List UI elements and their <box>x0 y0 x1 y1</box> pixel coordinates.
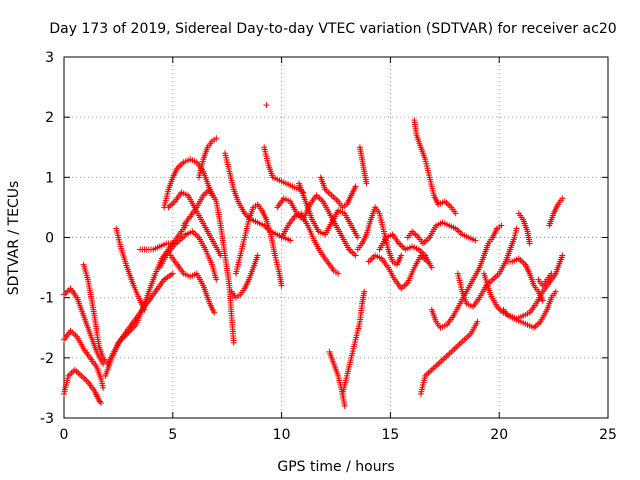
y-tick-label: 0 <box>45 231 54 247</box>
series-track-31 <box>417 318 481 397</box>
data-point <box>452 210 459 217</box>
data-point <box>472 237 479 244</box>
series-track-06 <box>113 225 148 313</box>
y-tick-label: 2 <box>45 110 54 126</box>
series-track-15 <box>232 201 285 289</box>
series-track-28 <box>376 231 435 271</box>
series-track-19 <box>274 192 359 259</box>
series-track-36 <box>502 255 546 304</box>
data-point <box>498 222 505 229</box>
data-point <box>211 309 218 316</box>
data-point <box>352 252 359 259</box>
data-point <box>559 195 566 202</box>
axis-ticks <box>63 56 609 419</box>
x-tick-label: 0 <box>60 427 69 443</box>
data-point <box>213 276 220 283</box>
data-point <box>287 237 294 244</box>
y-tick-label: -3 <box>40 411 54 427</box>
data-point <box>548 270 555 277</box>
data-point <box>335 270 342 277</box>
data-point <box>213 135 220 142</box>
series-track-01 <box>61 366 104 406</box>
series-track-20 <box>278 210 342 277</box>
data-point <box>141 306 148 313</box>
data-point <box>230 339 237 346</box>
series-track-12 <box>195 135 220 181</box>
series-track-26 <box>354 204 405 268</box>
tick-labels: 0 5 10 15 20 25 -3 -2 -1 0 1 2 3 <box>40 50 617 443</box>
series-track-14 <box>222 150 294 244</box>
series-track-38 <box>515 210 533 247</box>
data-markers <box>61 102 566 409</box>
x-tick-label: 5 <box>168 427 177 443</box>
data-point <box>278 282 285 289</box>
series-track-32 <box>428 222 505 331</box>
series-track-21 <box>296 180 361 241</box>
series-track-13 <box>180 186 237 346</box>
series-track-37 <box>535 270 555 289</box>
chart-title: Day 173 of 2019, Sidereal Day-to-day VTE… <box>49 21 616 37</box>
series-track-27 <box>365 252 431 292</box>
x-tick-label: 15 <box>381 427 399 443</box>
series-track-35 <box>500 288 559 331</box>
data-point <box>539 297 546 304</box>
series-track-22 <box>317 174 359 211</box>
series-track-10 <box>156 228 220 283</box>
data-point <box>559 252 566 259</box>
y-axis-label: SDTVAR / TECUs <box>6 181 22 296</box>
data-point <box>100 384 107 391</box>
series-track-16 <box>228 252 261 301</box>
data-point <box>341 402 348 409</box>
data-point <box>428 264 435 271</box>
series-track-18 <box>263 102 270 109</box>
data-point <box>363 180 370 187</box>
x-axis-label: GPS time / hours <box>277 459 394 475</box>
series-track-25 <box>356 144 370 187</box>
data-point <box>552 288 559 295</box>
series-track-33 <box>454 225 520 310</box>
data-point <box>474 318 481 325</box>
x-tick-label: 25 <box>599 427 617 443</box>
data-point <box>254 252 261 259</box>
data-point <box>352 183 359 190</box>
series-track-07 <box>137 240 176 253</box>
data-point <box>513 225 520 232</box>
y-tick-label: 1 <box>45 170 54 186</box>
data-point <box>526 240 533 247</box>
series-track-08 <box>161 156 215 211</box>
x-tick-label: 10 <box>273 427 291 443</box>
series-track-39 <box>546 195 566 229</box>
series-track-29 <box>411 117 459 217</box>
data-point <box>169 270 176 277</box>
y-tick-label: -1 <box>40 291 54 307</box>
series-track-30 <box>404 219 479 247</box>
data-point <box>354 234 361 241</box>
series-track-02 <box>61 327 107 391</box>
data-point <box>97 399 104 406</box>
x-tick-label: 20 <box>490 427 508 443</box>
y-tick-label: -2 <box>40 351 54 367</box>
data-point <box>398 252 405 259</box>
y-tick-label: 3 <box>45 50 54 66</box>
data-point <box>263 102 270 109</box>
series-track-24 <box>339 288 368 397</box>
data-point <box>361 288 368 295</box>
series-track-11 <box>167 252 218 316</box>
